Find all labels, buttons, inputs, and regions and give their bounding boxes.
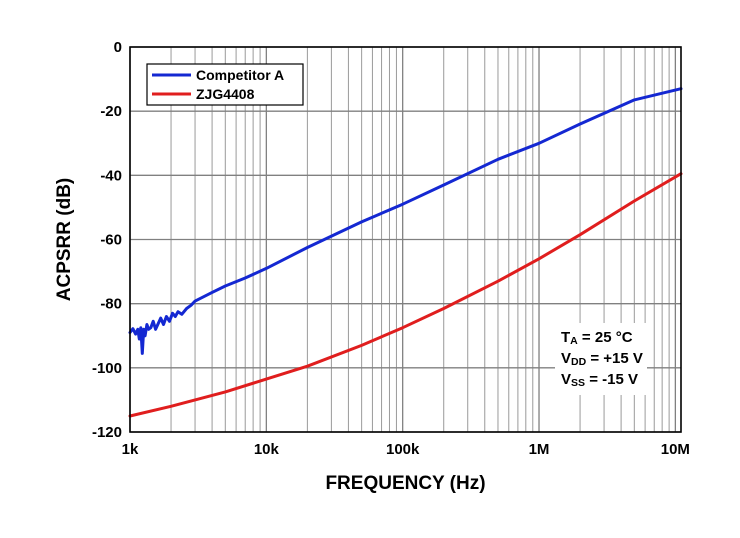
y-tick-label: -20 [100, 103, 122, 120]
legend-label-zjg4408: ZJG4408 [196, 86, 255, 102]
x-tick-label: 1M [529, 441, 550, 458]
y-tick-label: -100 [92, 360, 122, 377]
x-tick-label: 10k [254, 441, 280, 458]
conditions-background [555, 323, 647, 395]
legend-box [146, 63, 304, 106]
y-tick-label: -80 [100, 296, 122, 313]
series-line-1 [128, 172, 683, 418]
series-lines [128, 87, 683, 418]
plot-frame [129, 46, 682, 433]
condition-ta: TA = 25 °C [561, 329, 633, 347]
series-line-0 [128, 87, 683, 355]
test-conditions-box: TA = 25 °C VDD = +15 V VSS = -15 V [555, 323, 647, 395]
y-tick-label: -40 [100, 167, 122, 184]
legend-label-competitor-a: Competitor A [196, 67, 284, 83]
y-axis-title: ACPSRR (dB) [54, 178, 75, 302]
legend: Competitor A ZJG4408 [146, 63, 304, 106]
condition-vss: VSS = -15 V [561, 371, 638, 389]
x-tick-label: 10M [661, 441, 690, 458]
y-tick-label: -120 [92, 424, 122, 441]
x-axis-title: FREQUENCY (Hz) [325, 473, 485, 494]
x-tick-label: 100k [386, 441, 420, 458]
y-tick-label: 0 [114, 39, 122, 56]
x-tick-label: 1k [122, 441, 139, 458]
y-tick-label: -60 [100, 232, 122, 249]
condition-vdd: VDD = +15 V [561, 350, 643, 368]
tick-labels: 1k 10k 100k 1M 10M 0 -20 -40 -60 -80 -100 -120 [92, 39, 690, 458]
